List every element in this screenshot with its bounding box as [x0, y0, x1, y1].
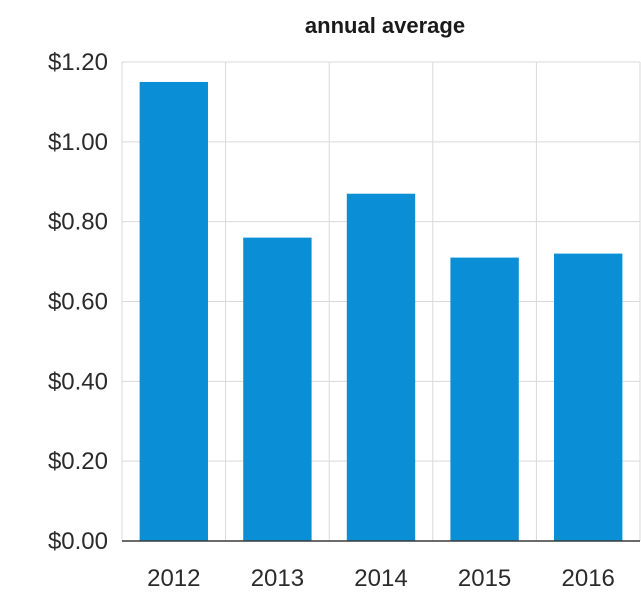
- bar-2014: [346, 193, 416, 541]
- x-tick-label: 2012: [147, 565, 200, 592]
- chart-title: annual average: [305, 13, 465, 38]
- y-tick-label: $0.80: [48, 209, 108, 236]
- x-tick-label: 2013: [251, 565, 304, 592]
- y-tick-label: $0.20: [48, 448, 108, 475]
- y-tick-label: $1.00: [48, 129, 108, 156]
- bar-2012: [139, 81, 208, 541]
- bar-2013: [243, 237, 312, 541]
- y-tick-label: $1.20: [48, 49, 108, 76]
- bar-2016: [554, 253, 623, 541]
- bar-layer: [139, 81, 623, 541]
- y-tick-label: $0.40: [48, 368, 108, 395]
- grid-layer: [121, 61, 641, 541]
- y-tick-label: $0.00: [48, 528, 108, 555]
- bar-2015: [450, 257, 519, 541]
- x-tick-label: 2016: [562, 565, 615, 592]
- x-tick-label: 2015: [458, 565, 511, 592]
- y-tick-label: $0.60: [48, 289, 108, 316]
- x-tick-label: 2014: [354, 565, 407, 592]
- label-layer: $0.00 $0.20 $0.40 $0.60 $0.80 $1.00 $1.20 2012 2…: [48, 49, 615, 592]
